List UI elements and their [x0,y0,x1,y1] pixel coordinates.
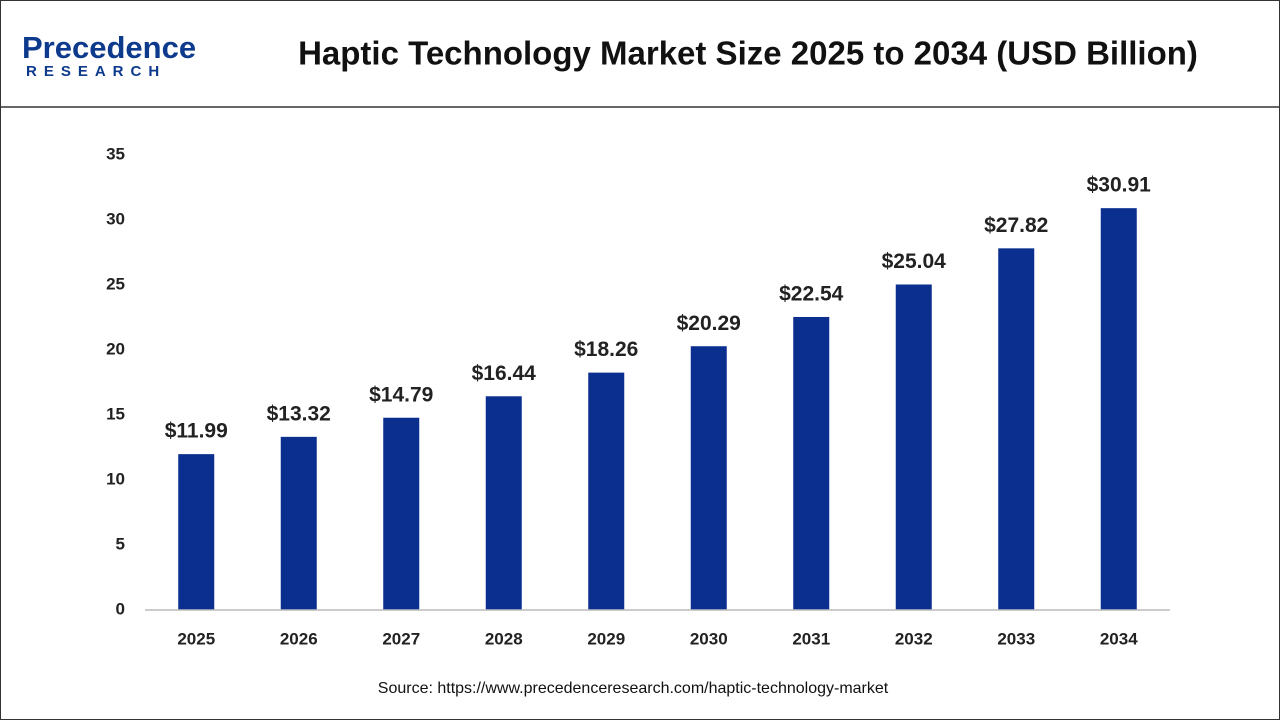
y-tick-label: 0 [116,599,125,618]
bar [588,372,625,610]
y-tick-label: 10 [106,469,125,488]
bar [690,346,727,610]
bar [793,316,830,610]
logo-name: Precedence [22,30,196,65]
x-tick-label: 2027 [382,629,420,648]
value-label: $27.82 [984,214,1048,237]
value-label: $18.26 [574,338,638,361]
y-tick-label: 15 [106,404,125,423]
logo: Precedence RESEARCH [22,30,196,80]
x-tick-label: 2025 [177,629,215,648]
value-label: $11.99 [165,420,228,443]
x-tick-label: 2034 [1100,629,1138,648]
y-tick-label: 5 [116,534,125,553]
logo-sub: RESEARCH [26,63,166,80]
value-label: $13.32 [267,402,331,425]
x-tick-label: 2033 [997,629,1035,648]
source: Source: https://www.precedenceresearch.c… [378,680,889,697]
bar [178,454,215,610]
x-tick-label: 2032 [895,629,933,648]
x-tick-label: 2028 [485,629,523,648]
y-tick-label: 25 [106,274,125,293]
x-tick-label: 2030 [690,629,728,648]
bar [383,417,420,610]
bar [1100,208,1137,611]
value-label: $14.79 [369,383,433,406]
value-label: $20.29 [677,312,741,335]
bar [998,248,1035,610]
bar [895,284,932,610]
x-tick-label: 2026 [280,629,318,648]
value-label: $25.04 [882,250,947,273]
x-tick-label: 2029 [587,629,625,648]
bar [485,396,522,610]
y-tick-label: 30 [106,209,125,228]
x-tick-label: 2031 [792,629,830,648]
y-tick-label: 20 [106,339,125,358]
chart-title: Haptic Technology Market Size 2025 to 20… [298,35,1198,72]
bar [280,436,317,610]
value-label: $16.44 [472,362,537,385]
value-label: $30.91 [1087,174,1152,197]
y-tick-label: 35 [106,144,125,163]
value-label: $22.54 [779,283,844,306]
